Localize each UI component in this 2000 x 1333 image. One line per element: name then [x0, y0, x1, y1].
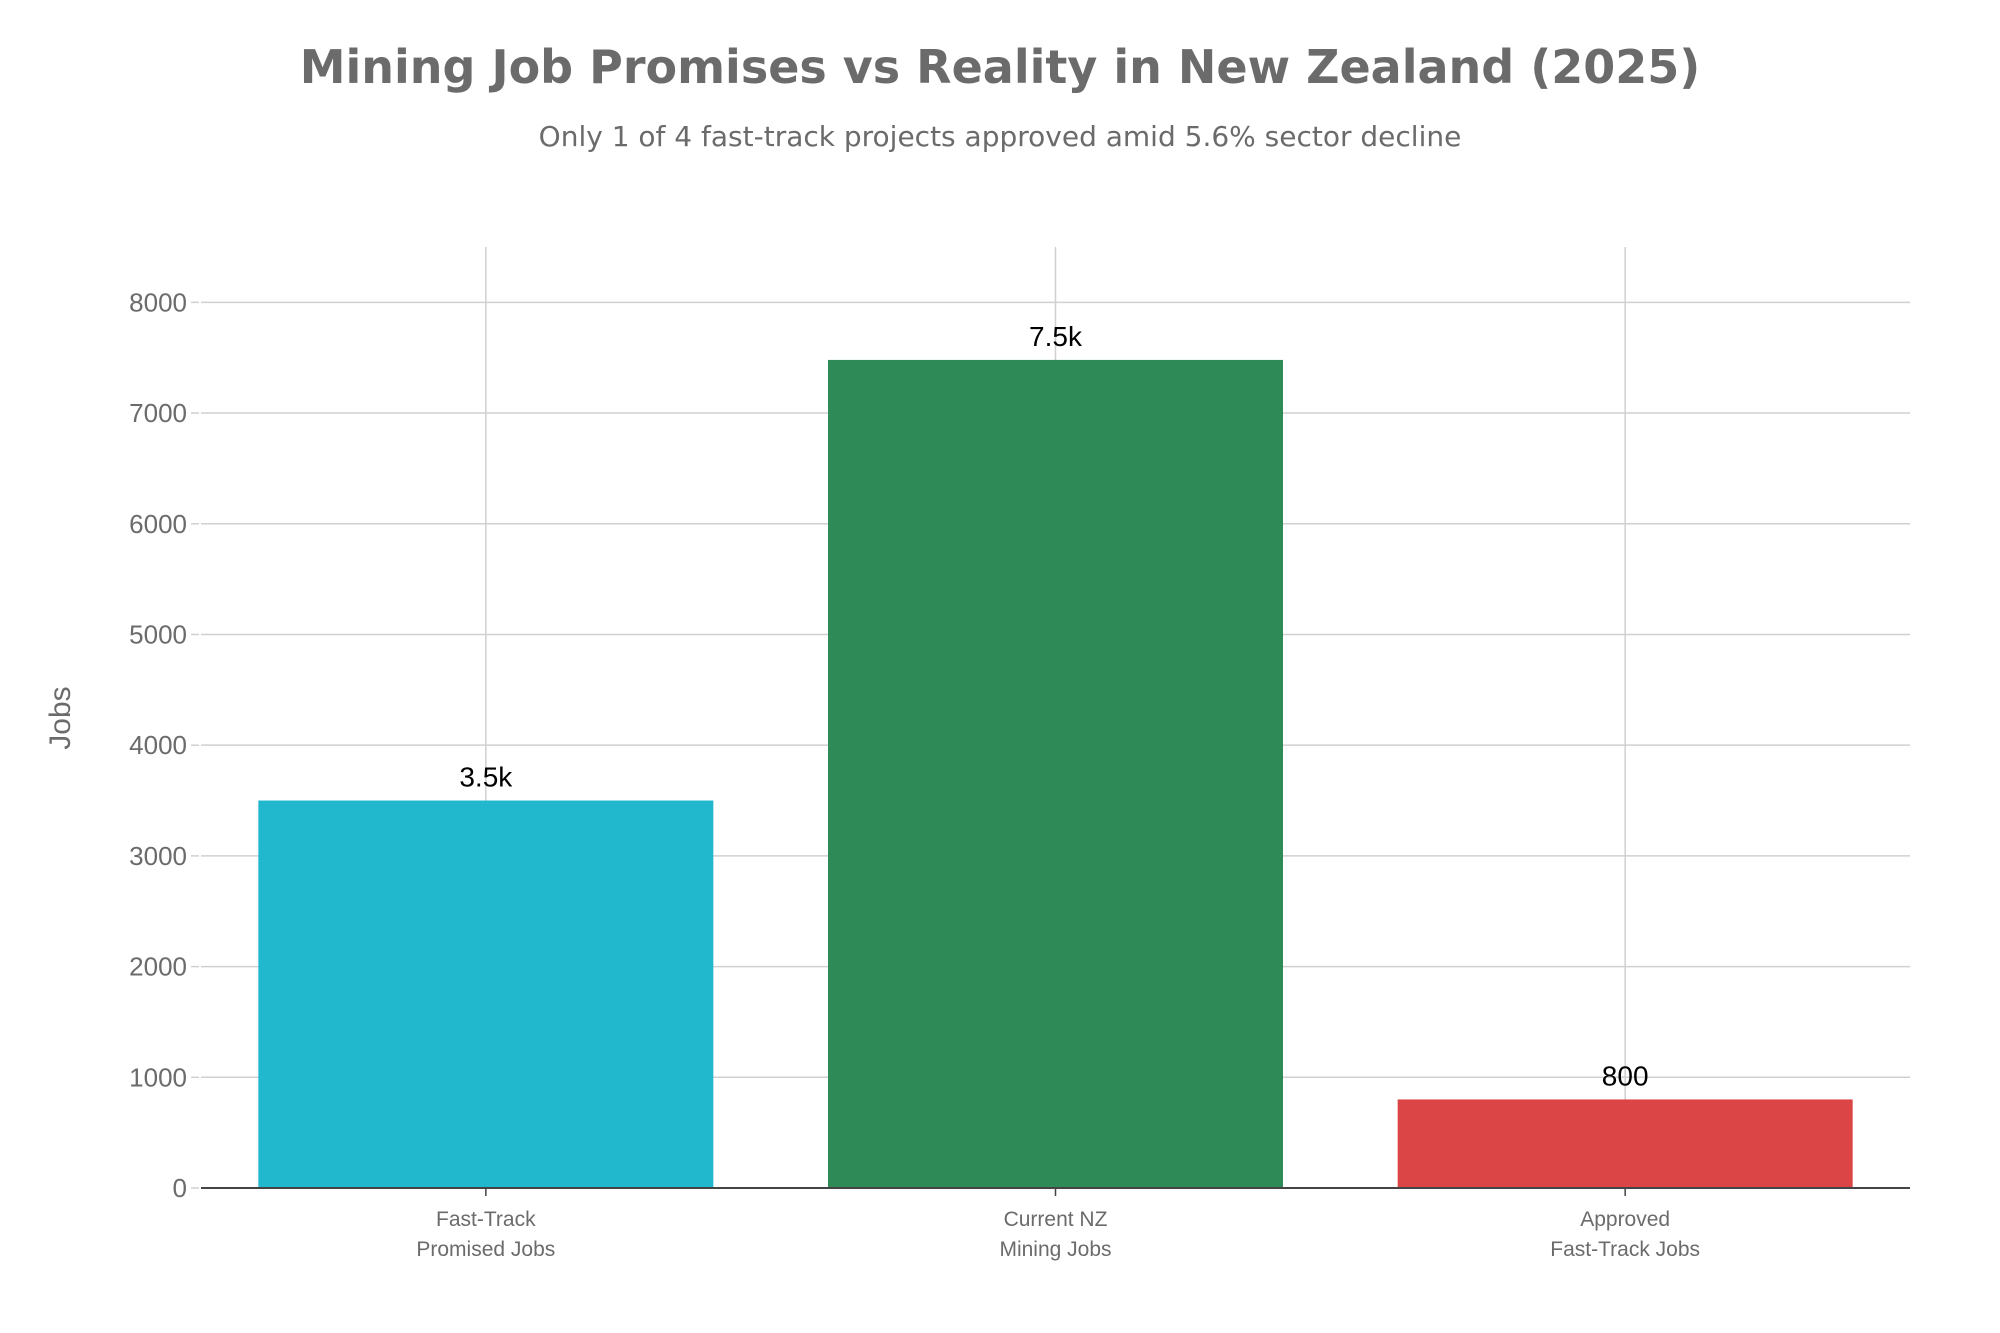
- x-tick-label: Fast-Track Jobs: [1550, 1238, 1700, 1261]
- x-tick-label: Mining Jobs: [999, 1238, 1111, 1261]
- y-axis-title: Jobs: [44, 686, 77, 749]
- bar: [828, 359, 1283, 1188]
- y-tick-label: 6000: [129, 509, 187, 539]
- y-tick-label: 4000: [129, 730, 187, 760]
- y-tick-label: 8000: [129, 287, 187, 317]
- x-tick-label: Approved: [1580, 1208, 1670, 1231]
- y-tick-label: 1000: [129, 1062, 187, 1092]
- bar: [1397, 1099, 1853, 1188]
- y-tick-label: 0: [173, 1173, 187, 1203]
- x-tick-label: Current NZ: [1004, 1208, 1108, 1231]
- y-tick-label: 2000: [129, 952, 187, 982]
- data-label: 800: [1602, 1060, 1649, 1091]
- y-tick-label: 7000: [129, 398, 187, 428]
- bar: [258, 800, 714, 1188]
- x-tick-label: Promised Jobs: [416, 1238, 555, 1261]
- data-label: 3.5k: [459, 762, 513, 793]
- y-tick-label: 3000: [129, 841, 187, 871]
- chart-subtitle: Only 1 of 4 fast-track projects approved…: [538, 120, 1462, 153]
- x-tick-label: Fast-Track: [436, 1208, 536, 1231]
- data-label: 7.5k: [1029, 321, 1083, 352]
- y-tick-label: 5000: [129, 619, 187, 649]
- chart-title: Mining Job Promises vs Reality in New Ze…: [299, 40, 1701, 94]
